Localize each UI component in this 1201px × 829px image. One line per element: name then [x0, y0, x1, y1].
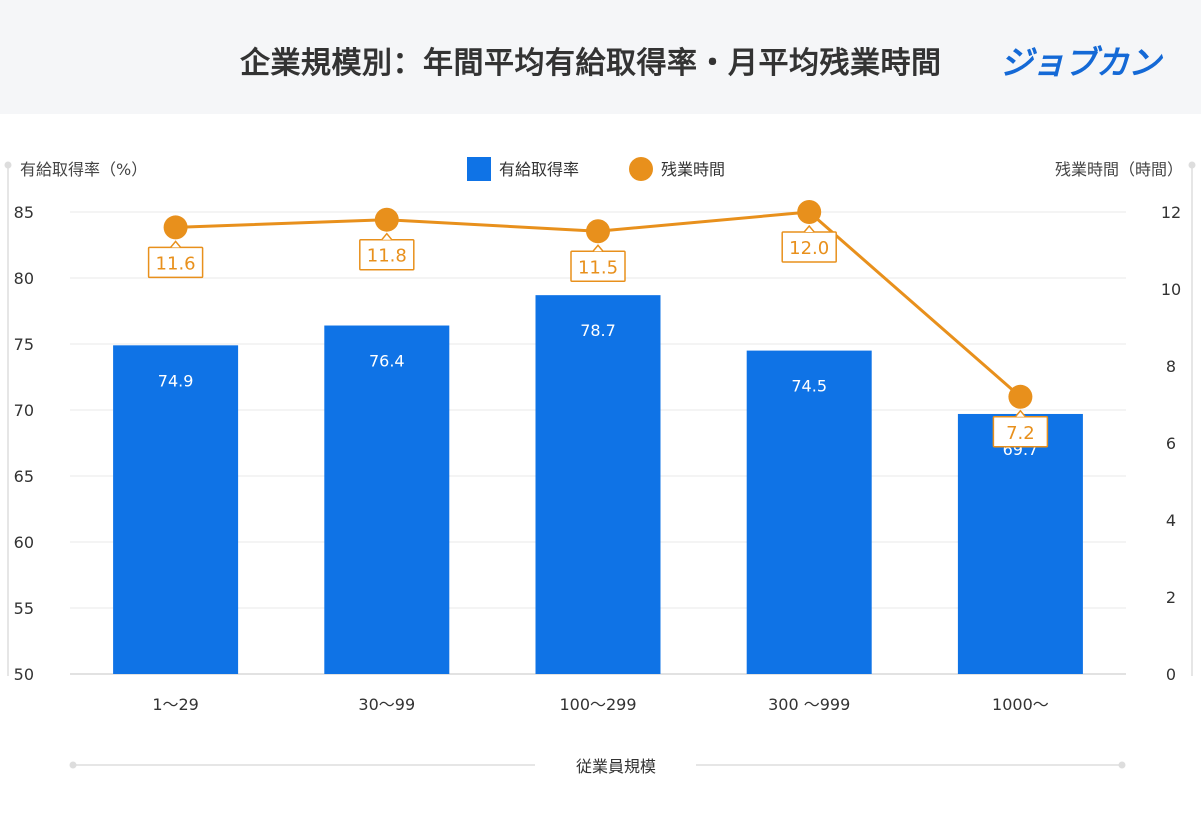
- line-point: [1008, 384, 1033, 409]
- line-label-pointer: [170, 240, 182, 248]
- line-layer: 11.6 11.8 11.5 12.0 7.2: [147, 200, 1049, 448]
- bar-layer: 74.976.478.774.569.7: [113, 295, 1083, 674]
- y-right-tick-label: 10: [1161, 280, 1181, 299]
- chart-title: 企業規模別：年間平均有給取得率・月平均残業時間: [240, 46, 942, 81]
- legend-line-label: 残業時間: [661, 160, 725, 179]
- legend-bar-label: 有給取得率: [499, 160, 579, 179]
- line-label-pointer: [592, 244, 604, 252]
- y-right-title: 残業時間（時間）: [1055, 160, 1183, 179]
- x-tick-label: 30〜99: [358, 695, 415, 714]
- bar-data-label: 78.7: [580, 321, 616, 340]
- y-left-tick-label: 50: [14, 665, 34, 684]
- line-data-label: 7.2: [1006, 423, 1035, 444]
- x-tick-label: 1000〜: [992, 695, 1049, 714]
- y-left-tick-label: 70: [14, 401, 34, 420]
- xlabel-rule-right-dot: [1118, 761, 1126, 769]
- line-data-label: 11.6: [156, 253, 196, 274]
- y-right-tick-label: 12: [1161, 203, 1181, 222]
- brand-logo: ジョブカン: [1000, 43, 1161, 82]
- x-axis-title: 従業員規模: [576, 757, 656, 776]
- legend-line-swatch: [629, 157, 653, 181]
- bar: [957, 413, 1083, 674]
- y-left-tick-label: 60: [14, 533, 34, 552]
- category-layer: 1〜29 30〜99 100〜299 300 〜999 1000〜: [152, 695, 1048, 714]
- y-left-tick-label: 80: [14, 269, 34, 288]
- y-right-tick-label: 6: [1166, 434, 1176, 453]
- bar: [324, 325, 450, 674]
- bar-data-label: 74.5: [791, 377, 827, 396]
- y-right-tick-label: 0: [1166, 665, 1176, 684]
- line-label-pointer: [803, 224, 815, 233]
- line-data-label: 11.8: [367, 246, 407, 267]
- bar: [535, 295, 661, 674]
- x-tick-label: 300 〜999: [768, 695, 850, 714]
- header-band: 企業規模別：年間平均有給取得率・月平均残業時間 ジョブカン: [0, 0, 1201, 114]
- left-axis-dot: [4, 161, 12, 169]
- xlabel-rule-left-dot: [69, 761, 77, 769]
- y-left-tick-label: 85: [14, 203, 34, 222]
- y-right-tick-label: 2: [1166, 588, 1176, 607]
- legend-bar-swatch: [467, 157, 491, 181]
- x-tick-label: 1〜29: [152, 695, 199, 714]
- line-point: [586, 219, 610, 244]
- bar-data-label: 74.9: [158, 371, 194, 390]
- line-label-pointer: [1014, 409, 1026, 418]
- y-right-tick-label: 8: [1166, 357, 1176, 376]
- y-right-tick-label: 4: [1166, 511, 1176, 530]
- x-tick-label: 100〜299: [559, 695, 636, 714]
- line-label-pointer: [381, 232, 393, 241]
- line-point: [374, 207, 399, 232]
- right-axis-dot: [1188, 161, 1196, 169]
- line-data-label: 11.5: [578, 257, 618, 278]
- line-data-label: 12.0: [789, 238, 829, 259]
- y-left-tick-label: 55: [14, 599, 34, 618]
- bar: [113, 345, 239, 674]
- bar: [746, 350, 872, 674]
- bar-data-label: 76.4: [369, 352, 405, 371]
- line-point: [163, 215, 188, 240]
- line-point: [797, 200, 822, 224]
- tick-layer: 85 80 75 70 65 60 55 50 12 10 8 6 4 2 0: [14, 203, 1182, 684]
- y-left-tick-label: 75: [14, 335, 34, 354]
- y-left-tick-label: 65: [14, 467, 34, 486]
- y-left-title: 有給取得率（%）: [20, 160, 147, 179]
